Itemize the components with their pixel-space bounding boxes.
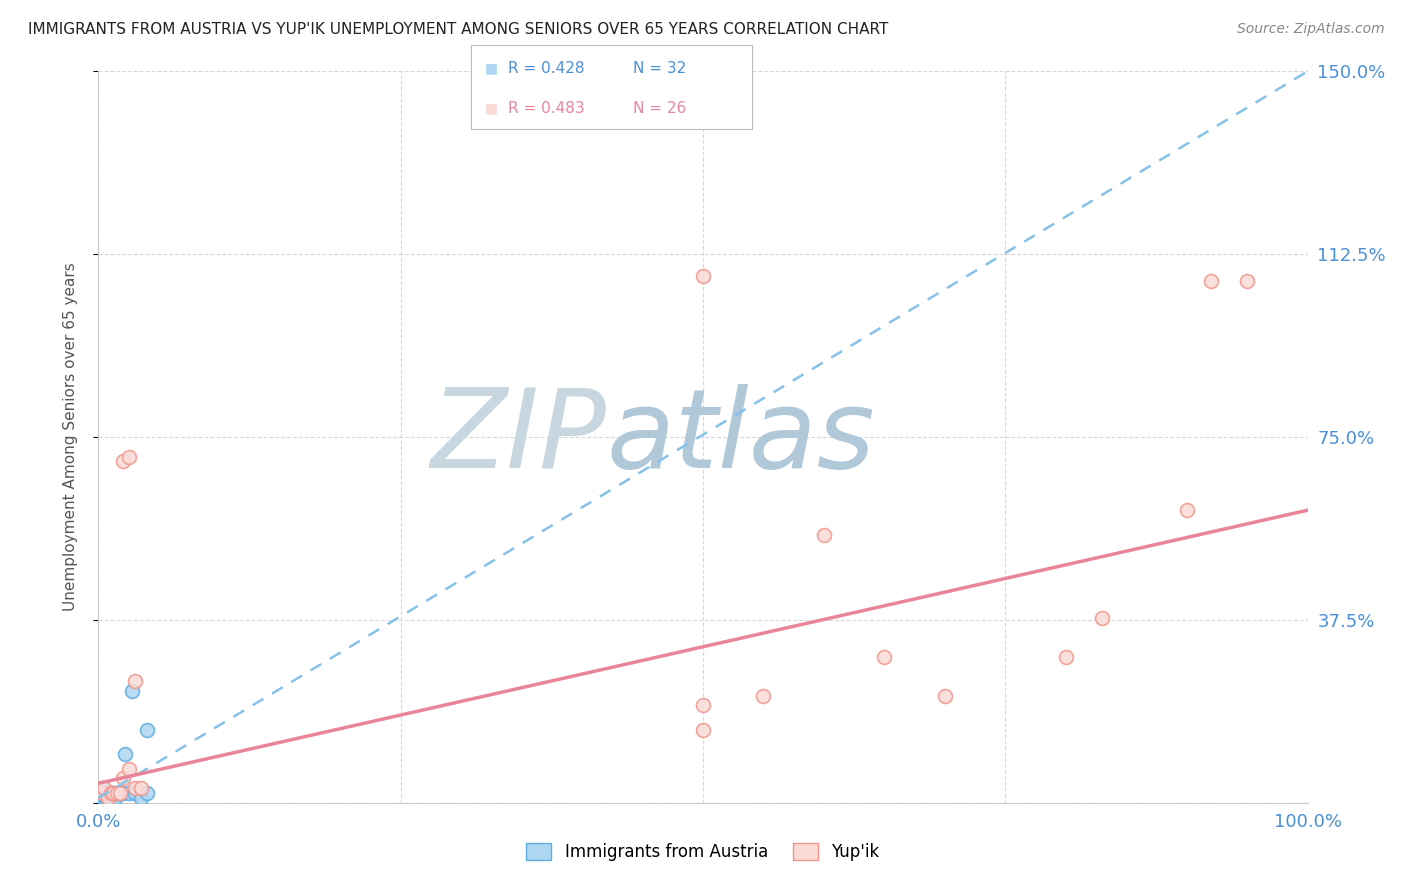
Point: [100, 786, 122, 800]
Point: [692, 269, 714, 284]
Text: R = 0.428: R = 0.428: [508, 61, 583, 76]
Point: [98, 786, 121, 800]
Text: Source: ZipAtlas.com: Source: ZipAtlas.com: [1237, 22, 1385, 37]
Text: ■: ■: [485, 62, 498, 75]
Text: N = 26: N = 26: [633, 101, 686, 116]
Point: [94, 791, 117, 805]
Point: [124, 673, 146, 688]
Point: [135, 786, 157, 800]
Point: [90, 786, 112, 800]
Point: [114, 747, 136, 761]
Point: [752, 689, 775, 703]
Text: R = 0.483: R = 0.483: [508, 101, 583, 116]
Text: ■: ■: [485, 101, 498, 115]
Point: [1199, 274, 1222, 288]
Point: [97, 791, 120, 805]
Point: [91, 781, 114, 796]
Point: [1175, 503, 1198, 517]
Point: [91, 786, 114, 800]
Point: [91, 791, 114, 805]
Point: [105, 786, 128, 800]
Point: [105, 786, 128, 800]
Point: [104, 791, 127, 805]
Point: [934, 689, 956, 703]
Point: [103, 786, 125, 800]
Text: N = 32: N = 32: [633, 61, 686, 76]
Point: [94, 786, 117, 800]
Point: [97, 791, 120, 805]
Point: [121, 683, 143, 698]
Point: [96, 791, 118, 805]
Point: [93, 786, 115, 800]
Point: [118, 762, 141, 776]
Point: [97, 786, 120, 800]
Point: [873, 649, 896, 664]
Point: [1054, 649, 1077, 664]
Point: [135, 723, 157, 737]
Point: [124, 781, 146, 796]
Point: [101, 786, 124, 800]
Point: [96, 786, 118, 800]
Point: [118, 786, 141, 800]
Point: [108, 786, 131, 800]
Point: [692, 723, 714, 737]
Point: [107, 786, 129, 800]
Point: [129, 781, 152, 796]
Point: [100, 786, 122, 800]
Point: [813, 527, 835, 541]
Point: [100, 791, 122, 805]
Point: [129, 791, 152, 805]
Point: [91, 786, 114, 800]
Point: [1091, 610, 1114, 624]
Y-axis label: Unemployment Among Seniors over 65 years: Unemployment Among Seniors over 65 years: [63, 263, 77, 611]
Legend: Immigrants from Austria, Yup'ik: Immigrants from Austria, Yup'ik: [520, 836, 886, 868]
Point: [118, 450, 141, 464]
Point: [108, 786, 131, 800]
Point: [1236, 274, 1258, 288]
Point: [101, 786, 124, 800]
Point: [111, 454, 134, 468]
Text: IMMIGRANTS FROM AUSTRIA VS YUP'IK UNEMPLOYMENT AMONG SENIORS OVER 65 YEARS CORRE: IMMIGRANTS FROM AUSTRIA VS YUP'IK UNEMPL…: [28, 22, 889, 37]
Point: [111, 786, 134, 800]
Point: [100, 786, 122, 800]
Point: [108, 786, 131, 800]
Point: [124, 786, 146, 800]
Text: ZIP: ZIP: [430, 384, 606, 491]
Point: [692, 698, 714, 713]
Text: atlas: atlas: [606, 384, 875, 491]
Point: [91, 791, 114, 805]
Point: [93, 781, 115, 796]
Point: [93, 791, 115, 805]
Point: [111, 772, 134, 786]
